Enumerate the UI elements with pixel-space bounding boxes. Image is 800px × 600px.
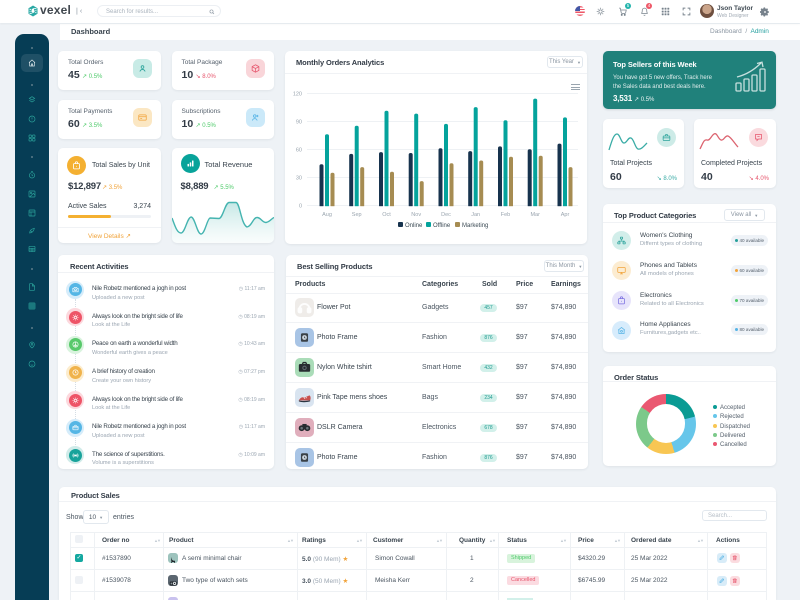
svg-text:Nov: Nov xyxy=(411,212,421,218)
svg-text:Jan: Jan xyxy=(471,212,480,218)
svg-text:Dec: Dec xyxy=(441,212,451,218)
svg-text:Apr: Apr xyxy=(561,212,570,218)
svg-text:Marketing: Marketing xyxy=(462,223,488,229)
svg-text:Mar: Mar xyxy=(530,212,540,218)
svg-text:60: 60 xyxy=(296,148,302,154)
svg-text:Online: Online xyxy=(405,223,423,229)
svg-text:Feb: Feb xyxy=(501,212,510,218)
svg-text:120: 120 xyxy=(293,92,302,98)
svg-text:0: 0 xyxy=(299,204,302,210)
svg-text:30: 30 xyxy=(296,176,302,182)
svg-text:90: 90 xyxy=(296,120,302,126)
svg-text:Oct: Oct xyxy=(382,212,391,218)
svg-text:Aug: Aug xyxy=(322,212,332,218)
svg-text:Offline: Offline xyxy=(433,223,451,229)
svg-text:Sep: Sep xyxy=(352,212,362,218)
